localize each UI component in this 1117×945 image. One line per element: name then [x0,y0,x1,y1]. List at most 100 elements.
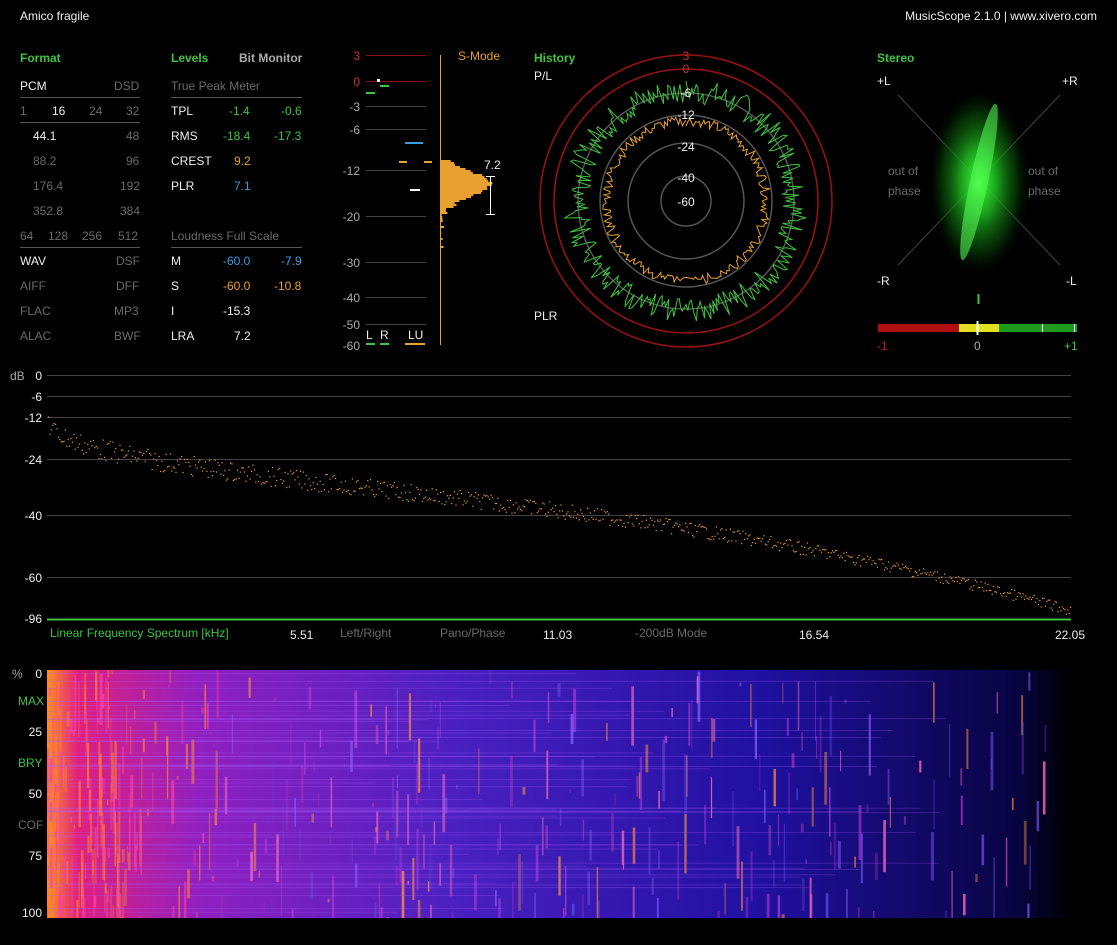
tpl-left: -1.4 [229,104,250,118]
s-label: S [171,279,180,293]
loudness-label: Loudness Full Scale [171,229,280,243]
history-header[interactable]: History [534,51,576,65]
spec-y-0: 0 [35,369,42,383]
spec-y-m40: -40 [24,509,42,523]
pcm-label[interactable]: PCM [20,79,47,93]
i-label: I [171,304,175,318]
spec-x-5: 5.51 [290,628,314,642]
corr-zero: 0 [974,339,981,353]
spec-x-11: 11.03 [543,628,573,642]
sg-0: 0 [35,667,42,681]
tpl-label: TPL [171,104,194,118]
oop-left-2: phase [888,184,921,198]
dsd-64: 64 [20,229,34,243]
stereo-header[interactable]: Stereo [877,51,915,65]
file-dff: DFF [116,279,140,293]
rate-88: 88.2 [33,154,57,168]
spec-y-m96: -96 [24,612,42,626]
ring-m60: -60 [677,195,695,209]
ring-m6: -6 [680,86,692,100]
plr-label: PLR [171,179,195,193]
sg-bry[interactable]: BRY [18,756,43,770]
spec-y-m60: -60 [24,571,42,585]
ring-0: 0 [682,62,690,76]
spec-x-16: 16.54 [799,628,830,642]
meter-tick-3: 3 [353,49,360,63]
meter-tick-m50: -50 [342,318,360,332]
sg-cof[interactable]: COF [18,818,44,832]
rate-96: 96 [126,154,140,168]
sg-75: 75 [28,849,42,863]
true-peak-label: True Peak Meter [171,79,260,93]
rate-352: 352.8 [33,204,64,218]
s-value-a: -60.0 [223,279,251,293]
rate-176: 176.4 [33,179,64,193]
minus-r-label: -R [877,274,890,288]
minus-l-label: -L [1066,274,1077,288]
mode-200db[interactable]: -200dB Mode [635,626,708,640]
m-value-a: -60.0 [223,254,251,268]
plus-l-label: +L [877,74,891,88]
rate-192: 192 [120,179,141,193]
m-value-b: -7.9 [281,254,302,268]
plr-value: 7.1 [234,179,251,193]
rate-44: 44.1 [33,129,57,143]
file-dsf: DSF [116,254,140,268]
spec-y-m6: -6 [31,390,42,404]
s-value-b: -10.8 [274,279,302,293]
plus-r-label: +R [1062,74,1078,88]
corr-plus1: +1 [1064,339,1078,353]
pl-label: P/L [534,69,553,83]
tpl-right: -0.6 [281,104,302,118]
file-bwf: BWF [114,329,141,343]
ring-3: 3 [682,49,690,63]
lra-readout: 7.2 [484,158,501,172]
corr-minus1: -1 [877,339,888,353]
channel-l: L [366,328,373,342]
bit-1: 1 [20,104,27,118]
dsd-label[interactable]: DSD [114,79,140,93]
sg-max[interactable]: MAX [18,694,45,708]
file-alac: ALAC [20,329,52,343]
ring-m24: -24 [677,140,695,154]
meter-tick-m12: -12 [342,164,360,178]
crest-label: CREST [171,154,212,168]
meter-tick-m6: -6 [349,123,360,137]
dsd-256: 256 [82,229,103,243]
oop-left-1: out of [888,164,919,178]
meter-tick-m20: -20 [342,210,360,224]
rms-right: -17.3 [274,129,302,143]
spec-y-m24: -24 [24,453,42,467]
mode-left-right[interactable]: Left/Right [340,626,392,640]
lra-value: 7.2 [234,329,251,343]
meter-tick-m40: -40 [342,291,360,305]
file-flac: FLAC [20,304,51,318]
rate-384: 384 [120,204,141,218]
bit-32: 32 [126,104,140,118]
meter-tick-0: 0 [353,75,360,89]
lra-label: LRA [171,329,195,343]
file-mp3: MP3 [114,304,139,318]
oop-right-2: phase [1028,184,1061,198]
channel-r: R [380,328,389,342]
i-value: -15.3 [223,304,251,318]
channel-lu: LU [408,328,424,342]
smode-label[interactable]: S-Mode [458,49,501,63]
meter-tick-m60: -60 [342,339,360,353]
crest-value: 9.2 [234,154,251,168]
spec-x-22: 22.05 [1055,628,1086,642]
sg-100: 100 [21,906,42,920]
ring-m12: -12 [677,108,695,122]
bit-monitor-tab[interactable]: Bit Monitor [239,51,303,65]
sg-percent: % [12,667,23,681]
mode-pano-phase[interactable]: Pano/Phase [440,626,506,640]
levels-header[interactable]: Levels [171,51,209,65]
format-header: Format [20,51,61,65]
track-title: Amico fragile [20,9,90,23]
app-title: MusicScope 2.1.0 | www.xivero.com [905,9,1097,23]
